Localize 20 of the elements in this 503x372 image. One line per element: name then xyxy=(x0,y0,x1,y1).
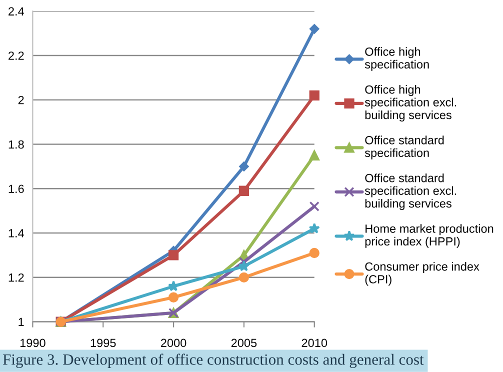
legend-label: Office high specification xyxy=(364,47,429,71)
y-tick-label: 1.4 xyxy=(8,229,24,238)
x-tick-label: 1995 xyxy=(90,338,116,348)
x-tick-label: 2000 xyxy=(161,338,186,348)
x-tick-label: 1990 xyxy=(20,338,46,348)
legend-label: Consumer price index (CPI) xyxy=(365,262,480,286)
y-tick-label: 1.2 xyxy=(8,273,24,282)
caption: Figure 3. Development of office construction costs and general cost xyxy=(2,354,424,368)
legend-label: Home market production price index (HPPI) xyxy=(365,224,494,248)
legend-label: Office standard specification xyxy=(364,136,444,160)
x-tick-label: 2005 xyxy=(231,338,257,348)
x-tick-label: 2010 xyxy=(302,338,328,348)
y-tick-label: 2.4 xyxy=(8,7,24,16)
y-tick-label: 2.2 xyxy=(8,52,24,60)
legend-label: Office standard specification excl. building services xyxy=(364,174,456,210)
y-tick-label: 1.6 xyxy=(8,184,24,194)
y-tick-label: 1 xyxy=(18,318,24,326)
y-tick-label: 2 xyxy=(18,96,24,104)
legend-label: Office high specification excl. building services xyxy=(364,85,456,122)
y-tick-label: 1.8 xyxy=(8,140,24,149)
